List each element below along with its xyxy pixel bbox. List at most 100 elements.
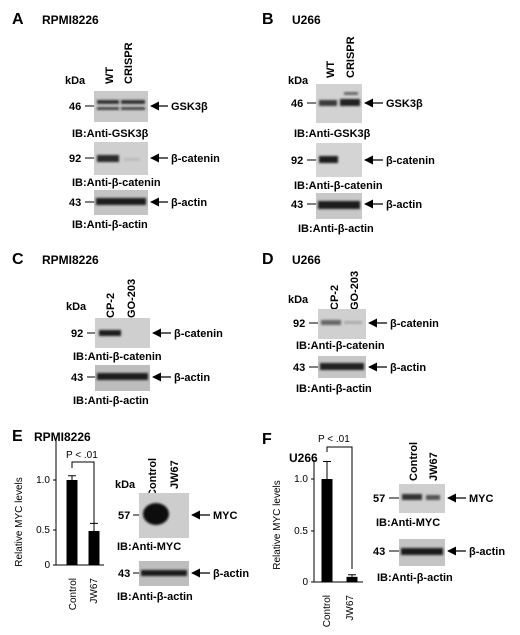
mw-marker: 92: [71, 328, 83, 340]
blot-beta-actin: [316, 193, 362, 219]
x-tick-label: JW67: [345, 595, 356, 621]
mw-marker: 43: [293, 362, 305, 374]
panel-e: E RPMI8226 Relative MYC levels 0 0.5 1.0…: [12, 428, 249, 610]
lane-label-jw67: JW67: [428, 452, 440, 481]
ib-label: IB:Anti-GSK3β: [294, 128, 371, 140]
cell-line-label: U266: [292, 253, 321, 267]
blot-beta-actin: [318, 356, 366, 378]
kda-label: kDa: [66, 301, 87, 313]
blot-beta-catenin: [316, 143, 362, 177]
cell-line-label: U266: [292, 13, 321, 27]
mw-marker: 92: [291, 155, 303, 167]
ib-label: IB:Anti-β-catenin: [72, 177, 161, 189]
y-tick-label: 0: [44, 560, 50, 571]
y-axis-label: Relative MYC levels: [14, 477, 25, 566]
error-bar: [90, 522, 98, 531]
blot-beta-catenin: [318, 309, 366, 339]
mw-marker: 43: [71, 372, 83, 384]
y-tick-label: 1.0: [294, 474, 308, 485]
y-tick-label: 0: [302, 577, 308, 588]
ib-label: IB:Anti-β-actin: [72, 219, 148, 231]
panel-label: A: [12, 11, 24, 28]
lane-label-crispr: CRISPR: [123, 42, 135, 84]
blot-myc: [139, 493, 189, 538]
mw-marker: 43: [291, 199, 303, 211]
ib-label: IB:Anti-β-catenin: [294, 180, 383, 192]
protein-label: β-actin: [390, 362, 426, 374]
protein-label: β-actin: [213, 568, 249, 580]
protein-label: β-actin: [171, 197, 207, 209]
blot-beta-actin: [139, 561, 189, 586]
lane-label-cp2: CP-2: [105, 293, 117, 318]
protein-label: β-actin: [174, 372, 210, 384]
kda-label: kDa: [115, 479, 136, 491]
panel-label: D: [262, 251, 274, 268]
blot-beta-actin: [95, 365, 150, 391]
panel-label: E: [12, 428, 23, 445]
mw-marker: 46: [291, 98, 303, 110]
blot-beta-actin: [399, 539, 445, 566]
ib-label: IB:Anti-MYC: [376, 517, 440, 529]
blot-gsk3b: [316, 84, 362, 123]
lane-label-go203: GO-203: [349, 271, 361, 310]
protein-label: MYC: [469, 493, 494, 505]
x-tick-label: Control: [322, 595, 333, 627]
error-bar: [323, 460, 331, 479]
ib-label: IB:Anti-β-actin: [117, 591, 193, 603]
blot-gsk3b: [94, 91, 148, 122]
cell-line-label: RPMI8226: [42, 253, 99, 267]
bar-jw67: [88, 531, 100, 565]
bar-jw67: [346, 576, 358, 582]
bar-chart-f: Relative MYC levels 0 0.5 1.0 Control JW…: [272, 434, 363, 627]
y-tick-label: 1.0: [36, 475, 50, 486]
mw-marker: 46: [69, 101, 81, 113]
protein-label: β-catenin: [386, 155, 435, 167]
bar-control: [321, 479, 333, 582]
ib-label: IB:Anti-β-catenin: [73, 351, 162, 363]
mw-marker: 92: [293, 318, 305, 330]
protein-label: GSK3β: [386, 98, 423, 110]
mw-marker: 92: [69, 153, 81, 165]
error-bar: [348, 574, 356, 577]
panel-d: D U266 CP-2 GO-203 kDa 92 β-catenin IB:A…: [262, 251, 439, 395]
blot-beta-actin: [94, 190, 148, 215]
ib-label: IB:Anti-β-actin: [73, 395, 149, 407]
lane-label-crispr: CRISPR: [345, 36, 357, 78]
x-tick-label: Control: [68, 578, 79, 610]
error-bar: [68, 475, 76, 480]
y-axis-label: Relative MYC levels: [272, 480, 283, 569]
cell-line-label: U266: [289, 451, 318, 465]
protein-label: MYC: [213, 510, 238, 522]
ib-label: IB:Anti-β-actin: [377, 572, 453, 584]
protein-label: β-actin: [386, 199, 422, 211]
lane-label-go203: GO-203: [126, 279, 138, 318]
lane-label-jw67: JW67: [169, 460, 181, 489]
protein-label: β-actin: [469, 546, 505, 558]
p-value-annotation: P < .01: [318, 434, 350, 445]
mw-marker: 43: [69, 197, 81, 209]
bar-control: [66, 480, 78, 565]
cell-line-label: RPMI8226: [34, 430, 91, 444]
bar-chart-e: Relative MYC levels 0 0.5 1.0 Control JW…: [14, 440, 104, 610]
ib-label: IB:Anti-β-actin: [298, 223, 374, 235]
kda-label: kDa: [288, 294, 309, 306]
panel-label: B: [262, 11, 274, 28]
blot-myc: [399, 484, 445, 513]
panel-label: C: [12, 251, 24, 268]
mw-marker: 57: [373, 493, 385, 505]
protein-label: β-catenin: [171, 153, 220, 165]
kda-label: kDa: [65, 75, 86, 87]
y-tick-label: 0.5: [294, 526, 308, 537]
panel-f: F U266 Relative MYC levels 0 0.5 1.0 Con…: [262, 431, 505, 627]
panel-c: C RPMI8226 CP-2 GO-203 kDa 92 β-catenin …: [12, 251, 223, 407]
x-tick-label: JW67: [89, 578, 100, 604]
panel-b: B U266 WT CRISPR kDa 46 GSK3β IB:Anti-GS…: [262, 11, 435, 235]
protein-label: β-catenin: [390, 318, 439, 330]
lane-label-wt: WT: [104, 67, 116, 84]
ib-label: IB:Anti-β-actin: [296, 383, 372, 395]
lane-label-control: Control: [147, 458, 159, 497]
panel-a: A RPMI8226 WT CRISPR kDa 46 GSK3β IB:Ant…: [12, 11, 220, 231]
p-value-annotation: P < .01: [66, 450, 98, 461]
blot-beta-catenin: [95, 318, 150, 348]
